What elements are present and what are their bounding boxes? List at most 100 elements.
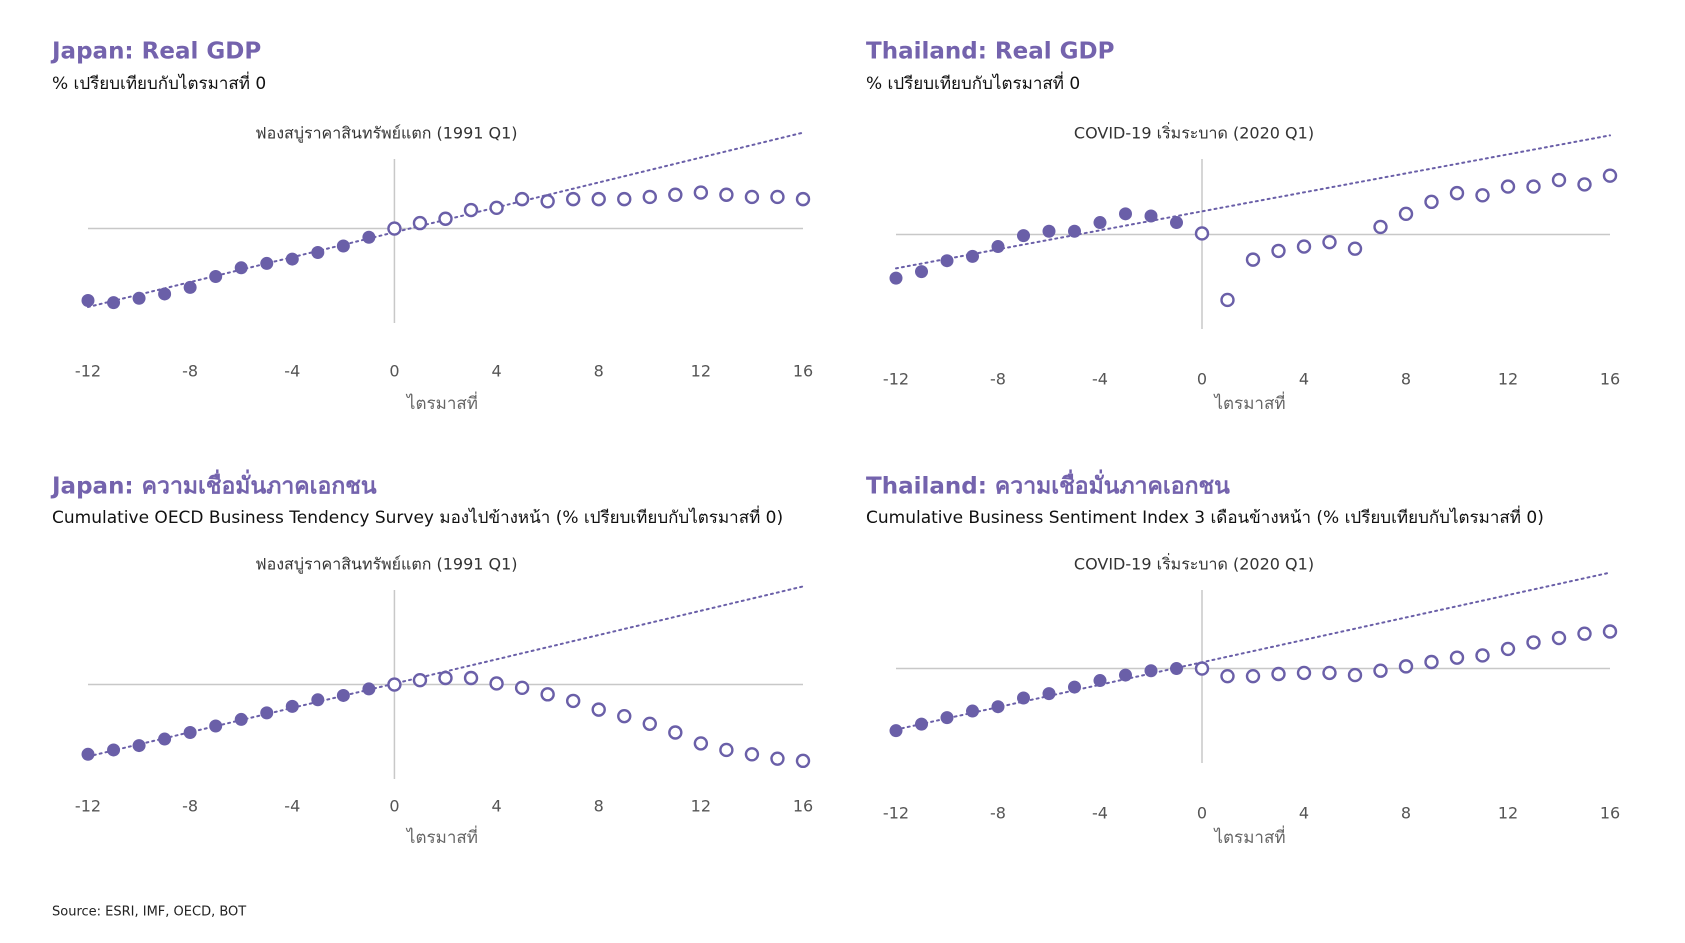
open-point [1500,179,1516,194]
open-point [795,753,811,769]
panel-title: Thailand: ความเชื่อมั่นภาคเอกชน [866,469,1230,500]
open-point [1194,226,1210,241]
x-tick-label: -12 [883,370,909,389]
x-tick-label: 4 [491,362,501,381]
filled-point [1042,687,1056,701]
x-tick-label: -12 [75,797,101,816]
event-annotation: ฟองสบู่ราคาสินทรัพย์แตก (1991 Q1) [255,555,517,575]
open-point [1322,234,1337,250]
open-point [565,693,581,709]
open-point [1577,626,1592,641]
filled-point [889,271,903,285]
event-annotation: COVID-19 เริ่มระบาด (2020 Q1) [1074,553,1314,574]
filled-point [107,296,121,310]
open-point [387,221,402,236]
open-point [1398,659,1414,674]
open-point [489,200,504,216]
filled-point [285,699,299,713]
open-point [617,191,632,207]
panel: Japan: Real GDP % เปรียบเทียบกับไตรมาสที่… [50,39,813,415]
filled-point [1017,229,1030,243]
open-point [540,687,555,702]
open-point [1475,648,1490,663]
open-point [1424,654,1439,670]
x-tick-label: 16 [793,362,813,381]
x-tick-label: 4 [491,797,501,816]
open-point [642,716,657,731]
filled-point [260,706,274,720]
x-tick-label: 8 [594,362,604,381]
open-point [1398,206,1414,222]
event-annotation: COVID-19 เริ่มระบาด (2020 Q1) [1074,122,1314,143]
open-point [565,191,581,207]
open-point [617,708,632,724]
x-axis-title: ไตรมาสที่ [405,391,478,414]
x-tick-label: -4 [284,362,300,381]
open-point [693,736,709,751]
open-point [438,670,453,686]
filled-point [81,293,95,307]
x-tick-label: 8 [1401,370,1411,389]
open-point [540,194,555,209]
x-tick-label: -12 [75,362,101,381]
open-point [1347,667,1363,683]
open-point [412,215,428,231]
open-point [387,677,402,692]
open-point [1220,668,1235,684]
open-point [1220,292,1235,308]
filled-point [81,747,95,761]
filled-point [991,700,1005,714]
panel: Thailand: Real GDP % เปรียบเทียบกับไตรมาส… [866,39,1620,415]
open-point [719,187,734,202]
open-point [1526,179,1541,194]
open-point [1245,668,1261,684]
x-tick-label: 12 [691,797,711,816]
trend-line [895,571,1611,731]
filled-point [234,261,248,275]
filled-point [158,732,172,746]
filled-point [132,739,146,753]
filled-point [966,249,979,263]
panel: Japan: ความเชื่อมั่นภาคเอกชน Cumulative O… [50,469,813,849]
x-tick-label: 16 [1600,804,1620,823]
open-point [719,742,734,758]
filled-point [336,239,350,253]
x-tick-label: 16 [1600,370,1620,389]
open-point [770,751,785,766]
open-point [1373,219,1388,235]
open-point [514,191,530,207]
panel-subtitle: Cumulative OECD Business Tendency Survey… [52,505,783,528]
panel-title: Thailand: Real GDP [866,39,1114,65]
x-tick-label: 0 [389,362,399,381]
filled-point [1093,674,1107,688]
open-point [1551,172,1567,188]
filled-point [234,712,248,726]
open-point [668,187,683,202]
x-tick-label: -4 [1092,370,1108,389]
open-point [1449,650,1465,665]
filled-point [311,246,325,260]
source-note: Source: ESRI, IMF, OECD, BOT [52,905,246,920]
filled-point [107,743,121,757]
open-point [1424,194,1439,210]
filled-point [362,230,376,244]
filled-point [311,693,325,707]
open-point [1296,665,1312,681]
panel-subtitle: Cumulative Business Sentiment Index 3 เด… [866,505,1544,528]
open-point [1322,665,1337,681]
filled-point [915,717,928,731]
filled-point [1042,224,1056,238]
open-point [1500,641,1516,657]
filled-point [183,726,197,740]
filled-point [362,682,376,696]
filled-point [1119,668,1132,682]
open-point [770,189,785,205]
filled-point [940,254,954,268]
x-axis-title: ไตรมาสที่ [405,825,478,848]
x-tick-label: -4 [284,797,300,816]
panel-subtitle: % เปรียบเทียบกับไตรมาสที่ 0 [52,71,266,94]
filled-point [1144,209,1158,223]
filled-point [209,270,223,284]
open-point [1551,630,1567,646]
